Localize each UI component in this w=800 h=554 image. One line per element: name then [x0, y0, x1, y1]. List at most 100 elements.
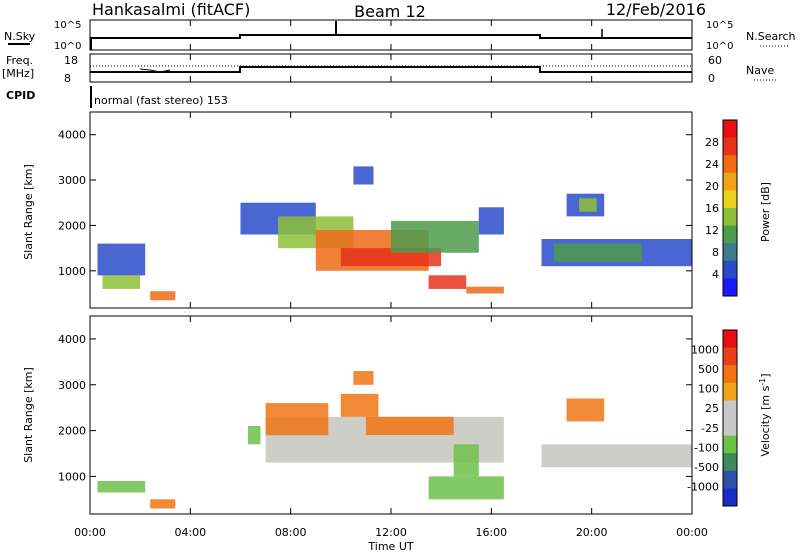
power-panel	[97, 166, 692, 301]
colorbar-tick-label: 12	[705, 224, 719, 237]
velocity-colorbar: 1000 500 100 25 -25 -100 -500 -1000	[687, 329, 738, 507]
velocity-echo-region	[265, 403, 329, 436]
colorbar-segment	[723, 435, 737, 454]
power-colorbar: 4 8 12 16 20 24 28	[705, 119, 738, 297]
x-tick-label: 00:00	[676, 526, 708, 539]
x-tick-label: 04:00	[174, 526, 206, 539]
beam-title: Beam 12	[354, 2, 426, 21]
power-echo-region	[478, 207, 504, 235]
y-tick-label: 4000	[58, 333, 86, 346]
velocity-colorbar-label: Velocity [m s-1]	[758, 373, 772, 456]
colorbar-tick-label: 8	[712, 246, 719, 259]
nsky-tick-low: 10^0	[54, 41, 81, 52]
colorbar-segment	[723, 172, 737, 191]
colorbar-segment	[723, 243, 737, 262]
x-tick-label: 20:00	[576, 526, 608, 539]
colorbar-segment	[723, 347, 737, 366]
cpid-value: normal (fast stereo) 153	[94, 94, 228, 107]
nsky-tick-high: 10^5	[54, 20, 81, 31]
colorbar-segment	[723, 137, 737, 156]
colorbar-tick-label: 20	[705, 180, 719, 193]
colorbar-frame	[722, 119, 738, 297]
colorbar-tick-label: 500	[698, 363, 719, 376]
velocity-echo-region	[248, 426, 261, 445]
colorbar-segment	[723, 155, 737, 174]
freq-label: Freq.	[6, 54, 33, 67]
velocity-echo-region	[566, 398, 605, 422]
velocity-echo-region	[150, 499, 176, 509]
freq-unit: [MHz]	[2, 67, 34, 80]
colorbar-segment	[723, 190, 737, 209]
power-yticks: 1000 2000 3000 4000	[58, 129, 692, 278]
y-tick-label: 3000	[58, 379, 86, 392]
y-tick-label: 1000	[58, 265, 86, 278]
velocity-echo-region	[353, 371, 374, 385]
nsearch-tick-high: 10^5	[706, 20, 733, 31]
velocity-yticks: 1000 2000 3000 4000	[58, 333, 692, 483]
colorbar-tick-label: 16	[705, 202, 719, 215]
colorbar-segment	[723, 400, 737, 419]
power-echo-region	[97, 243, 146, 276]
nsearch-label: N.Search	[746, 30, 796, 43]
freq-tick-low: 8	[64, 72, 71, 85]
x-tick-label: 00:00	[74, 526, 106, 539]
nsky-trace	[90, 34, 692, 39]
freq-wiggle	[139, 68, 171, 73]
colorbar-segment	[723, 330, 737, 349]
colorbar-segment	[723, 382, 737, 401]
x-tick-label: 12:00	[375, 526, 407, 539]
colorbar-segment	[723, 120, 737, 139]
freq-trace	[90, 66, 692, 73]
colorbar-segment	[723, 418, 737, 437]
colorbar-tick-label: -500	[694, 461, 719, 474]
y-tick-label: 2000	[58, 219, 86, 232]
velocity-echo-region	[541, 444, 692, 468]
x-tick-label: 08:00	[275, 526, 307, 539]
colorbar-segment	[723, 453, 737, 472]
x-tick-label: 16:00	[475, 526, 507, 539]
y-tick-label: 3000	[58, 174, 86, 187]
colorbar-tick-label: 4	[712, 268, 719, 281]
power-echo-region	[391, 220, 479, 253]
colorbar-tick-label: 1000	[691, 344, 719, 357]
power-colorbar-label: Power [dB]	[759, 182, 772, 242]
nave-tick-high: 60	[708, 54, 722, 67]
colorbar-segment	[723, 470, 737, 489]
cpid-label: CPID	[6, 89, 35, 102]
velocity-echo-region	[453, 444, 479, 477]
colorbar-tick-label: 28	[705, 136, 719, 149]
x-axis: 00:00 04:00 08:00 12:00 16:00 20:00 00:00	[74, 20, 708, 539]
nave-tick-low: 0	[708, 72, 715, 85]
power-echo-region	[150, 291, 176, 301]
nsearch-tick-low: 10^0	[706, 41, 733, 52]
velocity-ylabel: Slant Range [km]	[22, 367, 35, 463]
velocity-echo-region	[365, 416, 454, 436]
freq-tick-high: 18	[64, 54, 78, 67]
power-echo-region	[353, 166, 374, 185]
nave-label: Nave	[746, 64, 774, 77]
power-echo-region	[428, 275, 467, 289]
y-tick-label: 4000	[58, 129, 86, 142]
velocity-echo-region	[428, 476, 504, 500]
x-axis-label: Time UT	[367, 540, 413, 553]
power-echo-region	[579, 198, 597, 212]
colorbar-tick-label: -1000	[687, 480, 719, 493]
y-tick-label: 2000	[58, 425, 86, 438]
colorbar-tick-label: -100	[694, 441, 719, 454]
velocity-panel	[97, 371, 692, 509]
colorbar-segment	[723, 260, 737, 279]
velocity-echo-region	[97, 481, 146, 493]
velocity-echo-region	[340, 393, 379, 417]
colorbar-segment	[723, 488, 737, 507]
colorbar-tick-label: 100	[698, 383, 719, 396]
date-title: 12/Feb/2016	[606, 0, 706, 19]
colorbar-tick-label: 24	[705, 158, 719, 171]
nsky-label: N.Sky	[4, 30, 36, 43]
colorbar-frame	[722, 329, 738, 507]
colorbar-segment	[723, 225, 737, 244]
colorbar-tick-label: -25	[701, 422, 719, 435]
power-echo-region	[466, 286, 504, 294]
colorbar-segment	[723, 278, 737, 297]
y-tick-label: 1000	[58, 470, 86, 483]
power-echo-region	[554, 243, 642, 262]
